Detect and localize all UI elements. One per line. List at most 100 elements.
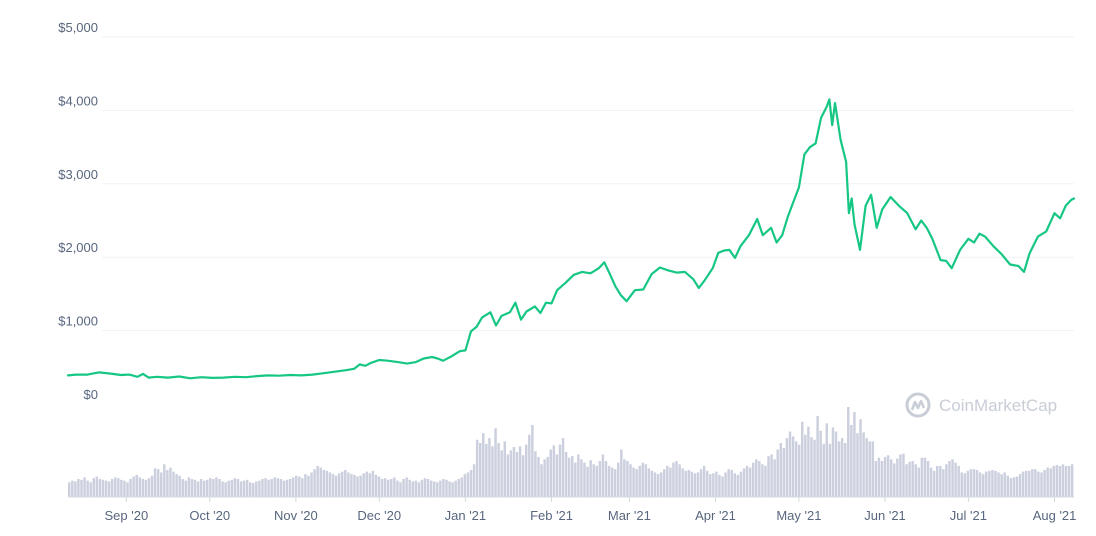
volume-bar xyxy=(521,455,525,497)
volume-bar xyxy=(135,474,138,497)
volume-bar xyxy=(436,482,439,497)
volume-bar xyxy=(334,475,338,497)
volume-bar xyxy=(509,450,513,497)
volume-bar xyxy=(524,444,528,497)
volume-bar xyxy=(512,447,516,497)
volume-bar xyxy=(794,441,798,497)
volume-bar xyxy=(359,475,362,497)
volume-bar xyxy=(978,472,982,497)
volume-bar xyxy=(1018,474,1022,497)
volume-bar xyxy=(709,474,712,497)
volume-bar xyxy=(221,481,224,497)
volume-bar xyxy=(831,427,835,497)
volume-bar xyxy=(350,474,353,497)
volume-bar xyxy=(190,479,194,497)
x-tick-label: Dec '20 xyxy=(357,508,401,523)
volume-bar xyxy=(960,472,963,497)
volume-bar xyxy=(758,461,761,497)
volume-bar xyxy=(942,469,945,497)
volume-bar xyxy=(813,439,816,497)
volume-bar xyxy=(620,449,623,497)
x-tick-label: Mar '21 xyxy=(608,508,651,523)
volume-bar xyxy=(80,479,83,497)
volume-bar xyxy=(985,471,988,497)
volume-bar xyxy=(948,461,951,497)
volume-bar xyxy=(552,445,556,497)
volume-bar xyxy=(402,479,405,497)
volume-bar xyxy=(549,449,552,497)
volume-bar xyxy=(724,472,727,497)
volume-bar xyxy=(893,463,896,497)
volume-bar xyxy=(252,483,255,497)
volume-bar xyxy=(386,479,390,497)
x-tick-label: Jan '21 xyxy=(445,508,487,523)
volume-bar xyxy=(733,473,737,497)
volume-bar xyxy=(147,478,151,497)
volume-bar xyxy=(328,472,332,497)
x-tick-label: Sep '20 xyxy=(105,508,149,523)
volume-bar xyxy=(374,474,378,497)
volume-bar xyxy=(626,461,629,497)
volume-bar xyxy=(1055,465,1059,497)
volume-bar xyxy=(316,465,319,497)
x-tick-label: Jun '21 xyxy=(864,508,906,523)
volume-bar xyxy=(617,462,620,497)
volume-bar xyxy=(911,461,914,497)
volume-bar xyxy=(994,470,997,497)
volume-bar xyxy=(981,474,985,497)
volume-bar xyxy=(175,474,178,497)
volume-bar xyxy=(432,481,436,497)
volume-bar xyxy=(1015,476,1019,497)
volume-bar xyxy=(850,425,853,497)
volume-bar xyxy=(310,472,313,497)
volume-bar xyxy=(785,438,789,497)
volume-bar xyxy=(675,461,678,497)
volume-bar xyxy=(920,457,924,497)
volume-bar xyxy=(488,438,491,497)
volume-bar xyxy=(819,430,822,497)
volume-bar xyxy=(245,479,249,497)
volume-bar xyxy=(445,479,448,497)
volume-bar xyxy=(460,477,464,497)
volume-bar xyxy=(825,423,829,497)
volume-bar xyxy=(571,456,574,497)
volume-bar xyxy=(727,469,730,497)
volume-bar xyxy=(95,476,99,497)
volume-bar xyxy=(969,469,973,497)
volume-bar xyxy=(393,477,396,497)
volume-bar xyxy=(804,434,807,497)
volume-bar xyxy=(202,480,206,497)
volume-bar xyxy=(270,479,273,497)
volume-bar xyxy=(506,454,510,497)
x-tick-label: Feb '21 xyxy=(530,508,573,523)
volume-bar xyxy=(770,454,773,497)
watermark-text: CoinMarketCap xyxy=(939,396,1057,415)
volume-bar xyxy=(926,461,930,497)
volume-bar xyxy=(632,467,635,497)
volume-bar xyxy=(442,479,445,497)
volume-bar xyxy=(503,441,506,497)
volume-bar xyxy=(807,426,810,497)
price-line-layer xyxy=(66,98,1076,380)
volume-bar xyxy=(644,464,648,497)
volume-bar xyxy=(110,479,114,497)
volume-bar xyxy=(693,473,697,497)
volume-bar xyxy=(546,456,549,497)
volume-bar xyxy=(932,470,936,497)
volume-bar xyxy=(1040,472,1043,497)
volume-bar xyxy=(801,421,804,497)
volume-bar xyxy=(288,479,292,497)
volume-bar xyxy=(779,443,783,497)
volume-bar xyxy=(178,475,181,497)
volume-bar xyxy=(304,474,307,497)
volume-bar xyxy=(929,467,933,497)
volume-bar xyxy=(877,457,881,497)
volume-bar xyxy=(991,470,994,497)
volume-bar xyxy=(86,480,89,497)
volume-bar xyxy=(564,452,568,497)
volume-bar xyxy=(945,464,948,497)
volume-bar xyxy=(988,470,991,497)
volume-bar xyxy=(399,482,402,497)
volume-bar xyxy=(258,480,261,497)
volume-bar xyxy=(92,478,96,497)
